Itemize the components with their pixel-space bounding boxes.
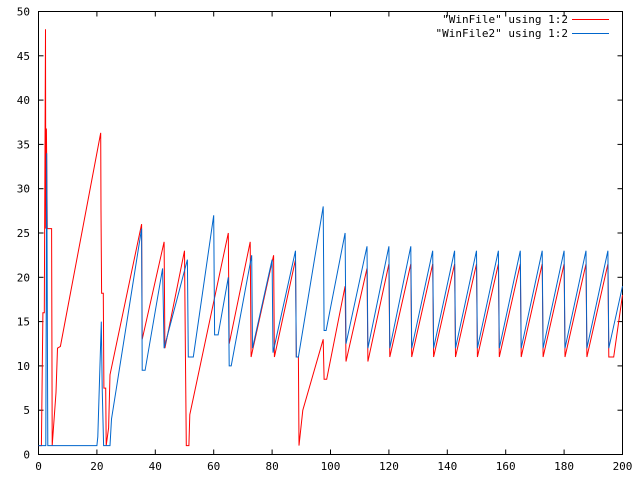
x-tick-label: 40 — [149, 460, 162, 473]
y-tick-label: 5 — [23, 404, 30, 417]
y-tick-label: 40 — [17, 94, 30, 107]
x-tick-label: 100 — [321, 460, 341, 473]
y-tick-label: 50 — [17, 6, 30, 19]
y-tick-label: 0 — [23, 449, 30, 462]
x-tick-label: 200 — [613, 460, 633, 473]
legend-label-series-1: "WinFile" using 1:2 — [442, 13, 568, 26]
x-tick-label: 80 — [265, 460, 278, 473]
legend: "WinFile" using 1:2 "WinFile2" using 1:2 — [436, 13, 609, 40]
series-line-2 — [38, 153, 623, 447]
y-tick-label: 25 — [17, 227, 30, 240]
series-line-1 — [38, 29, 623, 447]
x-tick-label: 180 — [554, 460, 574, 473]
x-tick-label: 0 — [35, 460, 42, 473]
y-tick-label: 20 — [17, 271, 30, 284]
legend-label-series-2: "WinFile2" using 1:2 — [436, 27, 568, 40]
y-tick-label: 10 — [17, 360, 30, 373]
x-tick-label: 60 — [207, 460, 220, 473]
x-tick-label: 20 — [90, 460, 103, 473]
y-tick-label: 30 — [17, 183, 30, 196]
y-tick-label: 35 — [17, 138, 30, 151]
x-tick-label: 160 — [496, 460, 516, 473]
y-tick-label: 45 — [17, 50, 30, 63]
y-tick-label: 15 — [17, 316, 30, 329]
plot-frame — [38, 11, 623, 455]
x-tick-label: 120 — [379, 460, 399, 473]
x-tick-label: 140 — [437, 460, 457, 473]
